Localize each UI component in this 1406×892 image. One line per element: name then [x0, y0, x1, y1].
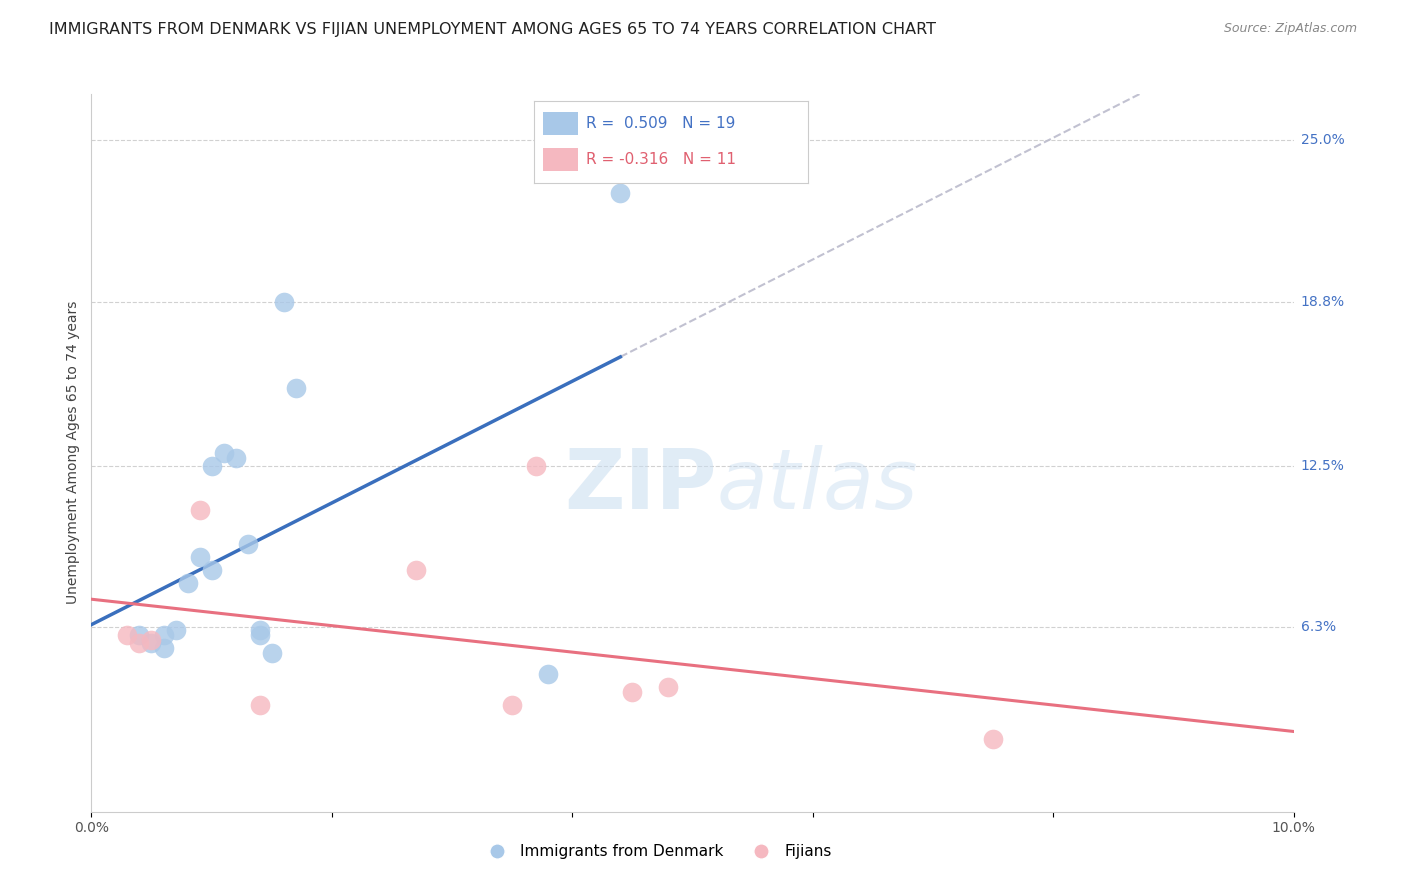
Text: Source: ZipAtlas.com: Source: ZipAtlas.com	[1223, 22, 1357, 36]
Point	[141, 633, 163, 648]
Text: IMMIGRANTS FROM DENMARK VS FIJIAN UNEMPLOYMENT AMONG AGES 65 TO 74 YEARS CORRELA: IMMIGRANTS FROM DENMARK VS FIJIAN UNEMPL…	[49, 22, 936, 37]
Point	[501, 698, 523, 712]
Point	[225, 450, 247, 465]
Point	[249, 623, 271, 637]
Point	[524, 458, 547, 473]
Point	[201, 458, 224, 473]
Point	[117, 628, 139, 642]
Point	[609, 186, 631, 200]
Point	[537, 666, 560, 681]
Point	[165, 623, 187, 637]
Bar	[543, 112, 578, 136]
Point	[249, 628, 271, 642]
Point	[284, 381, 307, 395]
Bar	[543, 148, 578, 171]
Point	[128, 628, 150, 642]
Point	[273, 294, 295, 309]
Point	[128, 635, 150, 649]
Point	[981, 731, 1004, 746]
Point	[212, 446, 235, 460]
Legend: Immigrants from Denmark, Fijians: Immigrants from Denmark, Fijians	[475, 838, 838, 865]
Text: R =  0.509   N = 19: R = 0.509 N = 19	[586, 116, 735, 131]
Text: R = -0.316   N = 11: R = -0.316 N = 11	[586, 153, 737, 168]
Point	[188, 503, 211, 517]
Point	[201, 563, 224, 577]
Point	[657, 680, 679, 694]
Point	[152, 640, 174, 655]
Text: ZIP: ZIP	[564, 444, 717, 525]
Y-axis label: Unemployment Among Ages 65 to 74 years: Unemployment Among Ages 65 to 74 years	[66, 301, 80, 605]
Text: 12.5%: 12.5%	[1301, 458, 1344, 473]
Point	[405, 563, 427, 577]
Point	[260, 646, 283, 660]
Point	[188, 549, 211, 564]
Point	[176, 575, 198, 590]
Point	[141, 635, 163, 649]
Text: 6.3%: 6.3%	[1301, 620, 1336, 634]
Point	[236, 537, 259, 551]
Text: 18.8%: 18.8%	[1301, 294, 1344, 309]
Text: 25.0%: 25.0%	[1301, 134, 1344, 147]
Text: atlas: atlas	[717, 444, 918, 525]
Point	[249, 698, 271, 712]
Point	[152, 628, 174, 642]
Point	[621, 685, 644, 699]
